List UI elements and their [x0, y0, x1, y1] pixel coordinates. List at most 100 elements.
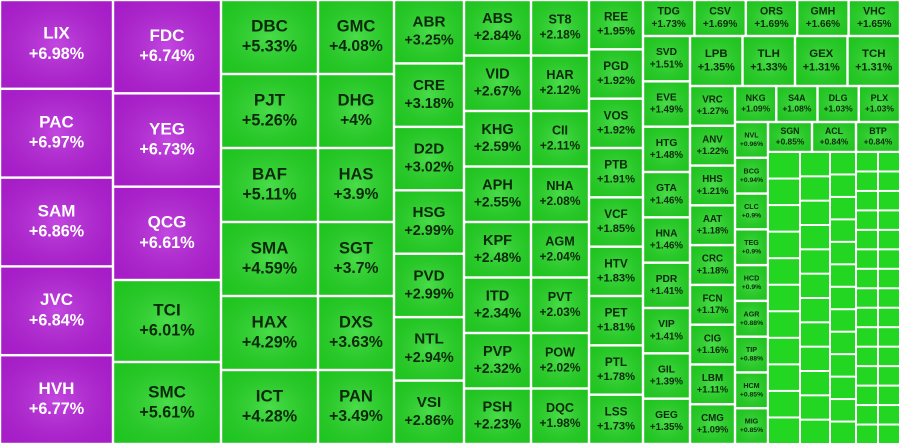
minor-tile	[768, 311, 800, 338]
stock-tile[interactable]	[734, 229, 769, 266]
stock-symbol: PDR	[656, 274, 678, 285]
minor-tile	[878, 288, 900, 308]
stock-change: +6.98%	[29, 45, 84, 63]
minor-tile	[800, 200, 830, 226]
stock-change: +1.49%	[650, 105, 684, 116]
stock-change: +1.83%	[597, 272, 635, 284]
stock-symbol: CRE	[413, 77, 445, 94]
stock-change: +2.04%	[540, 249, 581, 263]
minor-tile	[768, 152, 800, 179]
stock-tile[interactable]	[734, 372, 769, 409]
stock-change: +2.55%	[474, 194, 521, 210]
stock-change: +2.23%	[474, 416, 521, 432]
stock-change: +2.12%	[540, 83, 581, 97]
stock-change: +3.9%	[334, 186, 379, 203]
stock-change: +1.17%	[697, 305, 729, 315]
stock-tile[interactable]	[317, 0, 395, 75]
stock-change: +2.86%	[404, 413, 454, 429]
minor-tile	[800, 225, 830, 250]
stock-change: +1.46%	[650, 241, 684, 252]
stock-symbol: HTV	[604, 257, 628, 270]
stock-symbol: TEG	[744, 239, 759, 247]
stock-change: +5.33%	[242, 37, 297, 55]
stock-change: +2.48%	[474, 249, 521, 265]
stock-tile[interactable]	[734, 193, 769, 230]
stock-symbol: JVC	[40, 290, 73, 309]
stock-change: +2.18%	[540, 27, 581, 41]
stock-change: +1.46%	[650, 195, 684, 206]
minor-tile	[878, 346, 900, 367]
stock-symbol: HCD	[744, 275, 760, 283]
stock-tile[interactable]	[588, 98, 644, 149]
stock-symbol: DHG	[338, 90, 375, 109]
stock-change: +2.34%	[474, 305, 521, 321]
minor-tile	[878, 268, 900, 289]
stock-tile[interactable]	[317, 73, 395, 149]
stock-symbol: PVT	[548, 290, 573, 304]
stock-symbol: HAR	[546, 68, 573, 82]
stock-tile[interactable]	[588, 147, 644, 198]
stock-change: +4%	[340, 112, 372, 129]
stock-change: +3.18%	[404, 96, 454, 112]
stock-tile[interactable]	[734, 264, 769, 302]
minor-tile	[878, 210, 900, 230]
stock-symbol: HAS	[339, 164, 374, 183]
stock-change: +6.97%	[29, 134, 84, 152]
stock-symbol: DQC	[546, 401, 574, 415]
stock-change: +2.03%	[540, 305, 581, 319]
minor-tile	[856, 190, 878, 211]
stock-change: +1.73%	[597, 420, 635, 432]
stock-change: +1.95%	[597, 26, 635, 38]
stock-change: +1.85%	[597, 223, 635, 235]
stock-symbol: D2D	[414, 140, 444, 157]
stock-tile[interactable]	[588, 394, 644, 444]
stock-tile[interactable]	[734, 121, 769, 159]
stock-tile[interactable]	[317, 295, 395, 371]
minor-tile	[830, 331, 856, 355]
minor-tile	[878, 307, 900, 328]
stock-change: +1.41%	[650, 286, 684, 297]
stock-tile[interactable]	[317, 147, 395, 223]
minor-tile	[800, 322, 830, 347]
stock-tile[interactable]	[734, 300, 769, 337]
stock-change: +6.86%	[29, 222, 84, 240]
stock-change: +2.11%	[540, 138, 581, 152]
minor-tile	[830, 399, 856, 422]
stock-tile[interactable]	[588, 246, 644, 297]
minor-tile	[878, 229, 900, 250]
stock-symbol: EVE	[656, 93, 677, 104]
stock-symbol: PGD	[603, 60, 628, 73]
stock-change: +4.28%	[242, 407, 297, 425]
minor-tile	[856, 171, 878, 191]
stock-tile[interactable]	[734, 407, 769, 444]
minor-tile	[768, 390, 800, 418]
stock-change: +0.84%	[820, 137, 849, 147]
stock-symbol: SVD	[656, 47, 677, 58]
stock-change: +1.09%	[741, 104, 771, 114]
stock-symbol: AAT	[703, 214, 722, 225]
stock-change: +2.32%	[474, 360, 521, 376]
stock-symbol: VRC	[702, 95, 723, 106]
minor-tile	[800, 176, 830, 201]
stock-symbol: DBC	[251, 16, 288, 35]
stock-symbol: ORS	[760, 5, 783, 17]
stock-tile[interactable]	[317, 221, 395, 297]
minor-tile	[800, 152, 830, 177]
stock-change: +1.18%	[697, 265, 729, 275]
stock-change: +1.22%	[697, 146, 729, 156]
stock-symbol: TDG	[658, 5, 680, 17]
minor-tile	[878, 405, 900, 425]
stock-change: +1.21%	[697, 186, 729, 196]
stock-symbol: DXS	[339, 312, 373, 331]
stock-tile[interactable]	[734, 336, 769, 373]
stock-tile[interactable]	[588, 0, 644, 50]
stock-change: +1.66%	[806, 19, 840, 30]
stock-change: +2.99%	[404, 286, 454, 302]
stock-tile[interactable]	[317, 369, 395, 444]
stock-tile[interactable]	[734, 157, 769, 194]
stock-change: +1.03%	[865, 104, 895, 114]
stock-symbol: HNA	[655, 229, 678, 240]
minor-tile	[768, 205, 800, 232]
stock-tile[interactable]	[588, 295, 644, 346]
stock-symbol: PAN	[339, 386, 373, 405]
